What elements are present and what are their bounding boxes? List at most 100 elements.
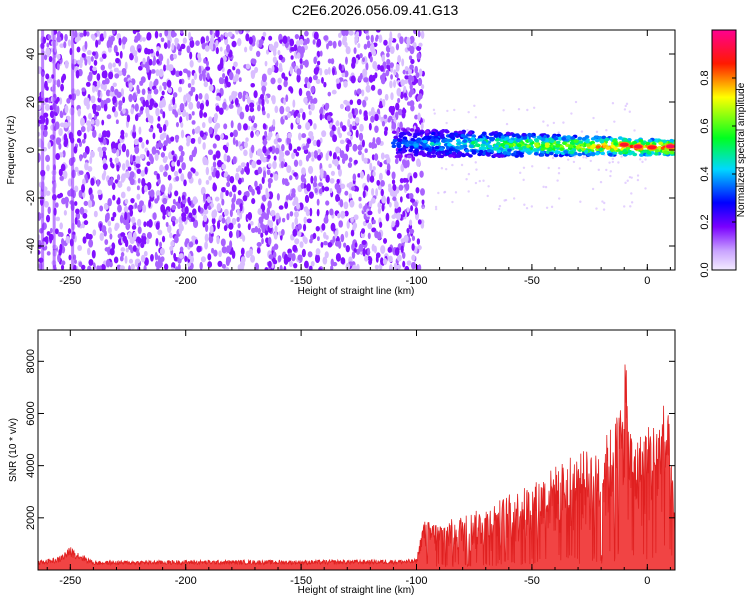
spectrogram-noise-mark [296,146,301,151]
spectrogram-noise-mark [171,161,175,167]
spectrogram-faint-dot [467,190,470,193]
spectrogram-noise-mark [404,79,409,84]
spectrogram-noise-mark [379,100,383,108]
spectrogram-noise-mark [344,230,349,238]
spectrogram-noise-mark [228,222,234,230]
spectrogram-noise-mark [374,264,380,270]
spectrogram-noise-mark [129,237,135,244]
spectrogram-signal-mark [430,131,436,136]
spectrogram-noise-mark [389,264,393,270]
spectrogram-noise-mark [130,197,135,204]
spectrogram-noise-mark [254,225,259,233]
spectrogram-noise-mark [337,213,341,219]
spectrogram-noise-mark [313,175,318,183]
spectrogram-noise-mark [296,202,301,210]
spectrogram-noise-mark [150,254,154,262]
spectrogram-faint-dot [433,112,436,115]
spectrogram-noise-mark [157,259,163,269]
spectrogram-noise-mark [107,62,113,70]
spectrogram-noise-mark [215,122,221,129]
spectrogram-noise-mark [136,185,140,191]
spectrogram-noise-mark [173,170,179,177]
spectrogram-noise-mark [158,103,162,108]
spectrogram-noise-mark [229,132,234,138]
spectrogram-noise-mark [392,196,397,202]
spectrogram-noise-mark [113,67,119,73]
spectrogram-noise-mark [271,65,275,73]
spectrogram-noise-mark [261,213,267,219]
spectrogram-noise-mark [179,103,185,112]
spectrogram-noise-mark [153,102,159,108]
spectrogram-noise-mark [46,42,50,48]
spectrogram-noise-mark [125,171,130,179]
spectrogram-noise-mark [274,147,280,155]
spectrogram-noise-mark [259,94,264,100]
spectrogram-noise-mark [339,199,344,208]
spectrogram-signal-mark [561,136,567,141]
spectrogram-noise-mark [291,253,296,262]
spectrogram-peak-mark [632,143,644,150]
spectrogram-noise-mark [214,196,220,202]
spectrogram-noise-mark [138,136,143,143]
spectrogram-noise-mark [212,182,217,191]
spectrogram-noise-mark [409,64,414,70]
spectrogram-noise-mark [133,38,139,43]
spectrogram-noise-mark [189,51,193,60]
spectrogram-faint-dot [609,174,612,178]
spectrogram-noise-mark [330,265,334,270]
spectrogram-noise-mark [87,265,92,270]
spectrogram-noise-mark [296,117,300,124]
spectrogram-faint-dot [451,200,454,204]
spectrogram-noise-mark [64,60,69,69]
spectrogram-noise-mark [278,66,283,73]
spectrogram-noise-mark [293,148,298,154]
spectrogram-noise-mark [124,61,128,70]
spectrogram-noise-mark [410,198,416,203]
spectrogram-noise-mark [87,165,93,172]
spectrogram-faint-dot [557,166,561,170]
spectrogram-noise-mark [137,237,142,244]
spectrogram-signal-mark [422,139,428,144]
spectrogram-noise-mark [169,64,174,71]
spectrogram-noise-mark [103,70,108,79]
spectrogram-noise-mark [330,58,335,65]
spectrogram-noise-mark [217,64,223,71]
spectrogram-signal-mark [500,135,506,139]
spectrogram-noise-mark [56,105,60,115]
spectrogram-noise-mark [275,212,280,220]
spectrogram-noise-mark [345,262,351,270]
spectrogram-noise-mark [319,106,324,115]
spectrogram-noise-mark [397,97,401,104]
spectrogram-noise-mark [323,231,327,239]
spectrogram-noise-mark [167,224,172,234]
spectrogram-noise-mark [148,58,153,66]
spectrogram-noise-mark [265,187,269,196]
spectrogram-noise-mark [116,174,121,181]
spectrogram-noise-mark [117,143,122,150]
y-tick-label: 8000 [25,349,37,373]
spectrogram-signal-mark [595,145,601,149]
spectrogram-noise-mark [261,97,265,107]
spectrogram-faint-dot [556,179,559,182]
spectrogram-faint-dot [446,109,449,113]
spectrogram-noise-mark [175,175,180,182]
spectrogram-noise-mark [337,40,342,47]
spectrogram-noise-mark [237,91,243,100]
spectrogram-signal-mark [424,129,430,134]
spectrogram-noise-mark [257,166,263,175]
spectrogram-noise-mark [380,245,386,254]
spectrogram-signal-mark [515,138,521,143]
spectrogram-noise-mark [368,122,372,131]
spectrogram-noise-mark [155,107,160,117]
spectrogram-noise-mark [363,157,368,164]
spectrogram-noise-mark [221,217,226,224]
spectrogram-noise-mark [365,34,370,41]
spectrogram-signal-mark [496,149,502,154]
spectrogram-noise-mark [268,254,274,260]
spectrogram-noise-mark [207,149,214,156]
y-tick-label: 6000 [25,401,37,425]
spectrogram-noise-mark [211,210,217,219]
spectrogram-noise-mark [421,199,425,205]
spectrogram-noise-mark [250,82,256,88]
spectrogram-noise-mark [149,80,153,90]
